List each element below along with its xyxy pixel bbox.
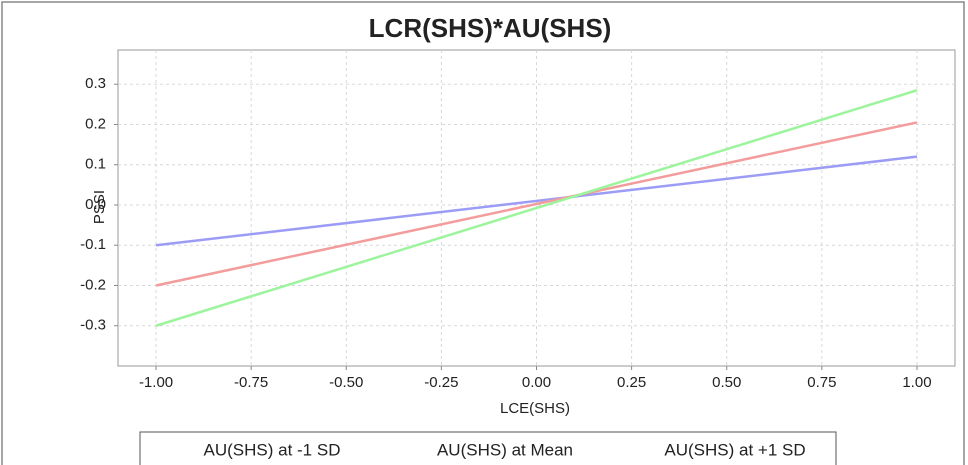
x-tick-label: 0.50 xyxy=(712,374,741,391)
y-tick-label: 0.1 xyxy=(85,156,106,173)
x-tick-label: -0.75 xyxy=(234,374,268,391)
chart-title: LCR(SHS)*AU(SHS) xyxy=(369,13,612,43)
legend-label: AU(SHS) at Mean xyxy=(437,440,573,459)
legend-label: AU(SHS) at +1 SD xyxy=(664,440,805,459)
series-line xyxy=(155,121,918,287)
series-line xyxy=(155,155,918,247)
x-tick-label: -0.50 xyxy=(329,374,363,391)
x-tick-label: -1.00 xyxy=(139,374,173,391)
y-tick-label: 0.2 xyxy=(85,115,106,132)
series-line xyxy=(155,89,918,327)
y-axis-label: PSSI xyxy=(91,190,108,224)
legend-label: AU(SHS) at -1 SD xyxy=(204,440,341,459)
y-tick-label: 0.3 xyxy=(85,75,106,92)
y-tick-label: -0.2 xyxy=(80,276,106,293)
y-tick-label: 0.0 xyxy=(85,196,106,213)
legend-box xyxy=(139,431,837,465)
y-tick-label: -0.3 xyxy=(80,317,106,334)
x-axis-label: LCE(SHS) xyxy=(500,400,570,417)
x-tick-label: 0.25 xyxy=(617,374,646,391)
x-tick-label: 0.00 xyxy=(522,374,551,391)
x-tick-label: -0.25 xyxy=(424,374,458,391)
y-tick-label: -0.1 xyxy=(80,236,106,253)
x-tick-label: 0.75 xyxy=(807,374,836,391)
x-tick-label: 1.00 xyxy=(902,374,931,391)
